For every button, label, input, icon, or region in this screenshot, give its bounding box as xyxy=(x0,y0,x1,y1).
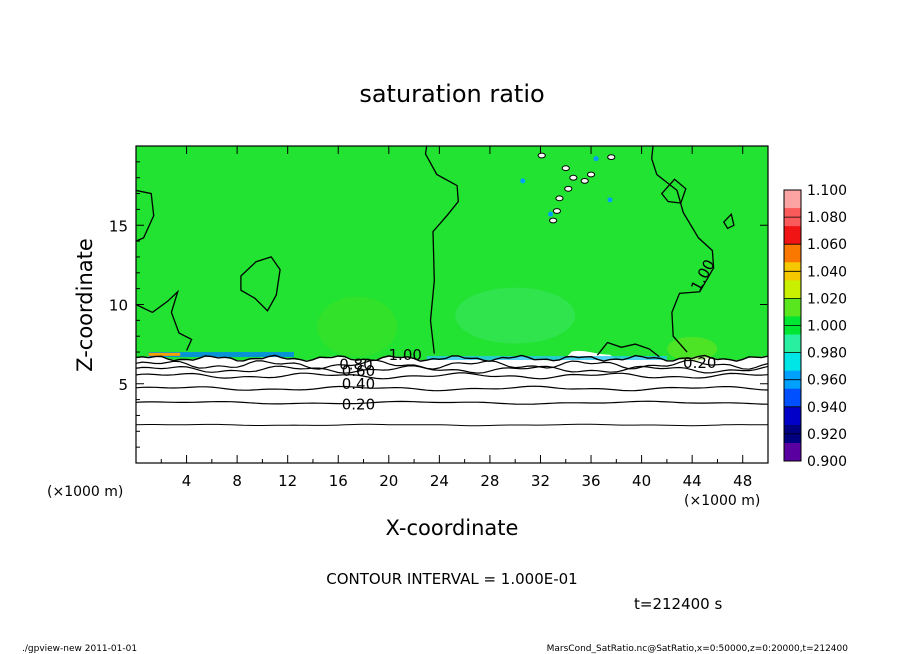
cloud-cell xyxy=(586,171,596,178)
contour-line-0-80 xyxy=(136,365,768,374)
x-unit-label-right: (×1000 m) xyxy=(684,493,760,509)
x-unit-label-left: (×1000 m) xyxy=(47,484,123,500)
supersaturation-patch xyxy=(317,296,398,357)
contour-line-1-00 xyxy=(660,178,687,204)
colorbar-swatch xyxy=(784,442,801,462)
x-tick-label: 40 xyxy=(632,472,651,490)
colorbar-tick-label: 1.100 xyxy=(807,183,847,199)
contour-line-lower xyxy=(136,423,768,427)
cloud-cell xyxy=(552,208,562,214)
contour-line-1-00 xyxy=(722,212,735,230)
x-tick-label: 20 xyxy=(379,472,398,490)
contour-line-1-00-base xyxy=(136,354,768,363)
contour-label: 0.80 xyxy=(339,356,372,374)
cloud-cell xyxy=(549,217,558,224)
contour-line-1-00 xyxy=(136,189,155,242)
x-tick-label: 12 xyxy=(278,472,297,490)
colorbar-tick-label: 1.040 xyxy=(807,264,847,280)
y-axis-ticks: 5 10 15 xyxy=(109,161,768,448)
footer-left: ./gpview-new 2011-01-01 xyxy=(22,644,137,654)
x-tick-label: 44 xyxy=(683,472,702,490)
y-tick-label: 10 xyxy=(109,297,128,315)
x-axis-ticks: 4 8 12 16 20 24 28 32 36 40 44 48 xyxy=(160,146,752,490)
cloud-cell xyxy=(555,195,564,202)
contour-label: 0.60 xyxy=(342,362,375,380)
colorbar-tick-label: 1.000 xyxy=(807,319,847,335)
colorbar-tick-label: 0.960 xyxy=(807,373,847,389)
x-tick-label: 24 xyxy=(430,472,449,490)
cloud-cell-edge xyxy=(607,197,613,203)
colorbar-swatch xyxy=(784,334,801,354)
contour-line-1-00 xyxy=(136,289,193,351)
x-tick-label: 36 xyxy=(581,472,600,490)
contour-line-0-40 xyxy=(136,385,768,392)
colorbar-swatch xyxy=(784,388,801,408)
contour-interval-note: CONTOUR INTERVAL = 1.000E-01 xyxy=(326,570,577,588)
near-saturation-patch xyxy=(455,287,576,344)
x-tick-label: 32 xyxy=(531,472,550,490)
x-tick-label: 28 xyxy=(480,472,499,490)
x-tick-label: 8 xyxy=(232,472,242,490)
contour-label: 0.20 xyxy=(683,354,716,372)
field-texture xyxy=(148,287,718,361)
colorbar-tick-label: 0.940 xyxy=(807,400,847,416)
contour-line-0-60 xyxy=(136,372,768,380)
colorbar-tick-label: 1.020 xyxy=(807,291,847,307)
colorbar-swatch xyxy=(784,352,801,372)
subsaturation-edge xyxy=(426,356,667,361)
contour-line-1-00 xyxy=(240,256,281,312)
colorbar-swatch xyxy=(784,190,801,209)
colorbar-swatch xyxy=(784,298,801,317)
y-axis-label: Z-coordinate xyxy=(73,238,97,372)
subsaturation-edge xyxy=(148,352,294,358)
cloud-cell xyxy=(561,165,570,172)
contour-lines xyxy=(136,146,768,427)
supersaturation-edge xyxy=(148,352,181,356)
cloud-cell-edge xyxy=(593,156,599,162)
x-tick-label: 16 xyxy=(329,472,348,490)
chart-title: saturation ratio xyxy=(359,80,544,108)
contour-line-1-00 xyxy=(596,341,660,358)
x-tick-label: 4 xyxy=(182,472,192,490)
contour-line-1-00 xyxy=(651,146,715,353)
colorbar-swatch xyxy=(784,226,801,245)
cloud-cell xyxy=(564,185,573,192)
colorbar-tick-label: 1.080 xyxy=(807,210,847,226)
x-tick-label: 48 xyxy=(733,472,752,490)
time-label: t=212400 s xyxy=(634,595,722,613)
colorbar-tick-label: 0.900 xyxy=(807,454,847,470)
colorbar-tick-label: 0.920 xyxy=(807,427,847,443)
colorbar-tick-label: 0.980 xyxy=(807,346,847,362)
cloud-cell xyxy=(580,177,589,184)
cloud-cell xyxy=(569,174,578,181)
colorbar-swatch xyxy=(784,280,801,299)
contour-label: 0.40 xyxy=(342,375,375,393)
contour-label: 0.20 xyxy=(342,395,375,413)
contour-line-0-90 xyxy=(136,359,768,370)
colorbar-tick-label: 1.060 xyxy=(807,237,847,253)
cloud-cell xyxy=(537,152,546,159)
colorbar-swatch xyxy=(784,244,801,263)
cloud-cell-edge xyxy=(548,211,554,217)
colorbar-swatch xyxy=(784,406,801,426)
cloud-cell xyxy=(607,154,616,160)
contour-label: 1.00 xyxy=(389,346,422,364)
contour-line-1-00 xyxy=(424,146,459,354)
x-axis-label: X-coordinate xyxy=(386,516,519,540)
plot-area xyxy=(136,146,768,463)
cloud-cell-edge xyxy=(520,178,526,184)
y-tick-label: 15 xyxy=(109,217,128,235)
colorbar: 1.100 1.080 1.060 1.040 1.020 1.000 0.980 0.960… xyxy=(783,183,847,470)
y-tick-label: 5 xyxy=(118,376,128,394)
footer-right: MarsCond_SatRatio.nc@SatRatio,x=0:50000,… xyxy=(547,644,849,654)
contour-line-0-20 xyxy=(136,400,768,405)
